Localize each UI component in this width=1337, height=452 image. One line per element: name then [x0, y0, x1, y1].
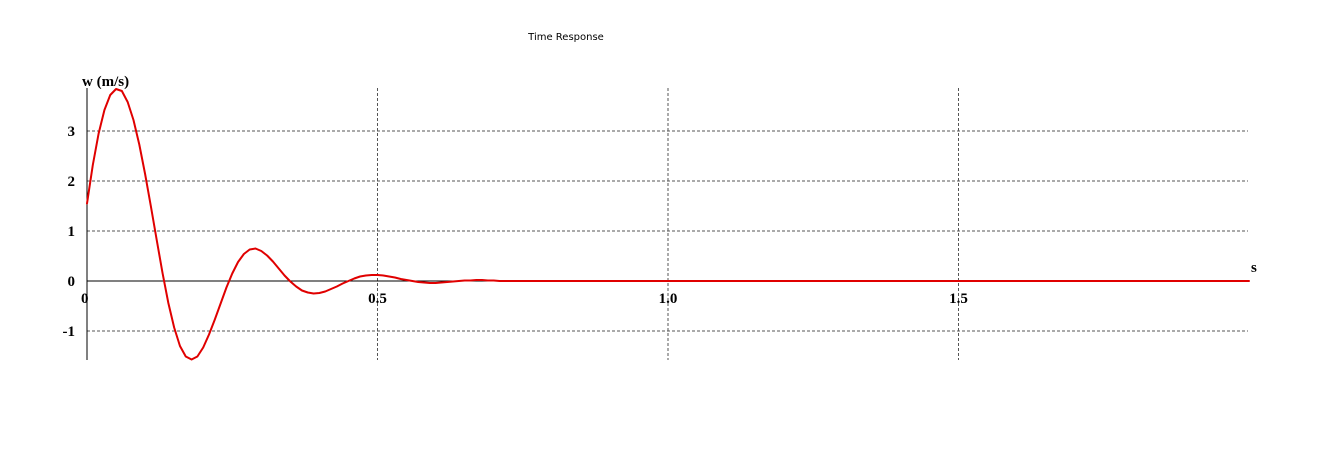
tick-labels: 3 2 1 0 -1 0 0.5 1.0 1.5 — [63, 124, 968, 340]
y-tick-label: 0 — [68, 274, 76, 290]
gridlines — [87, 88, 1248, 360]
x-tick-label: 1.0 — [659, 291, 678, 307]
x-tick-label: 0.5 — [368, 291, 387, 307]
y-tick-label: 3 — [68, 124, 76, 140]
series-line-0 — [86, 88, 1250, 361]
chart-title: Time Response — [527, 32, 604, 43]
x-axis-label: s — [1251, 260, 1257, 276]
y-tick-label: 2 — [68, 174, 76, 190]
series-layer — [86, 88, 1250, 361]
y-tick-label: -1 — [63, 324, 76, 340]
x-tick-label: 1.5 — [949, 291, 968, 307]
y-axis-label: w (m/s) — [82, 74, 129, 90]
y-tick-label: 1 — [68, 224, 76, 240]
x-tick-label: 0 — [81, 291, 89, 307]
